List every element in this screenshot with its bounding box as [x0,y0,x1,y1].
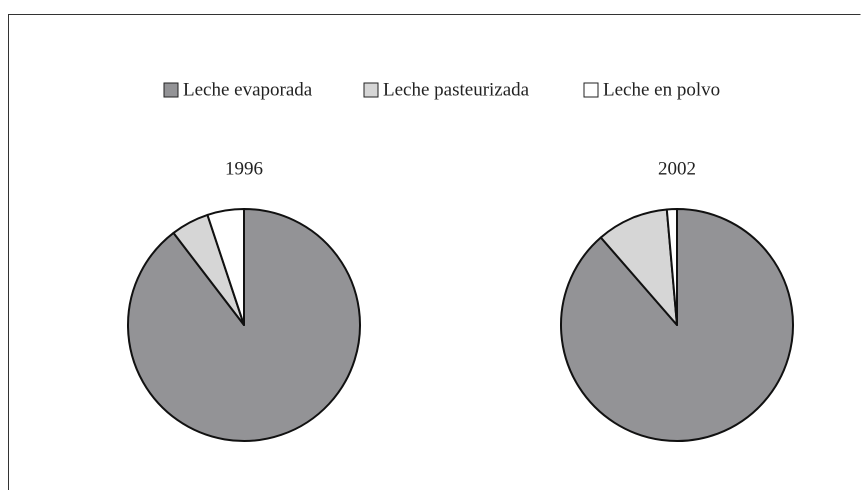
legend-label: Leche pasteurizada [383,79,530,100]
legend-swatch [583,82,599,98]
legend-label: Leche evaporada [183,79,313,100]
pie-slice [560,208,794,442]
pie-slice [599,208,678,326]
legend-label: Leche en polvo [603,79,720,100]
pie-title: 1996 [225,158,263,179]
pie-slice [665,208,678,326]
pie-slice [206,208,245,326]
legend-swatch [363,82,379,98]
frame [8,14,861,490]
pie-title: 2002 [658,158,696,179]
legend-swatch [163,82,179,98]
